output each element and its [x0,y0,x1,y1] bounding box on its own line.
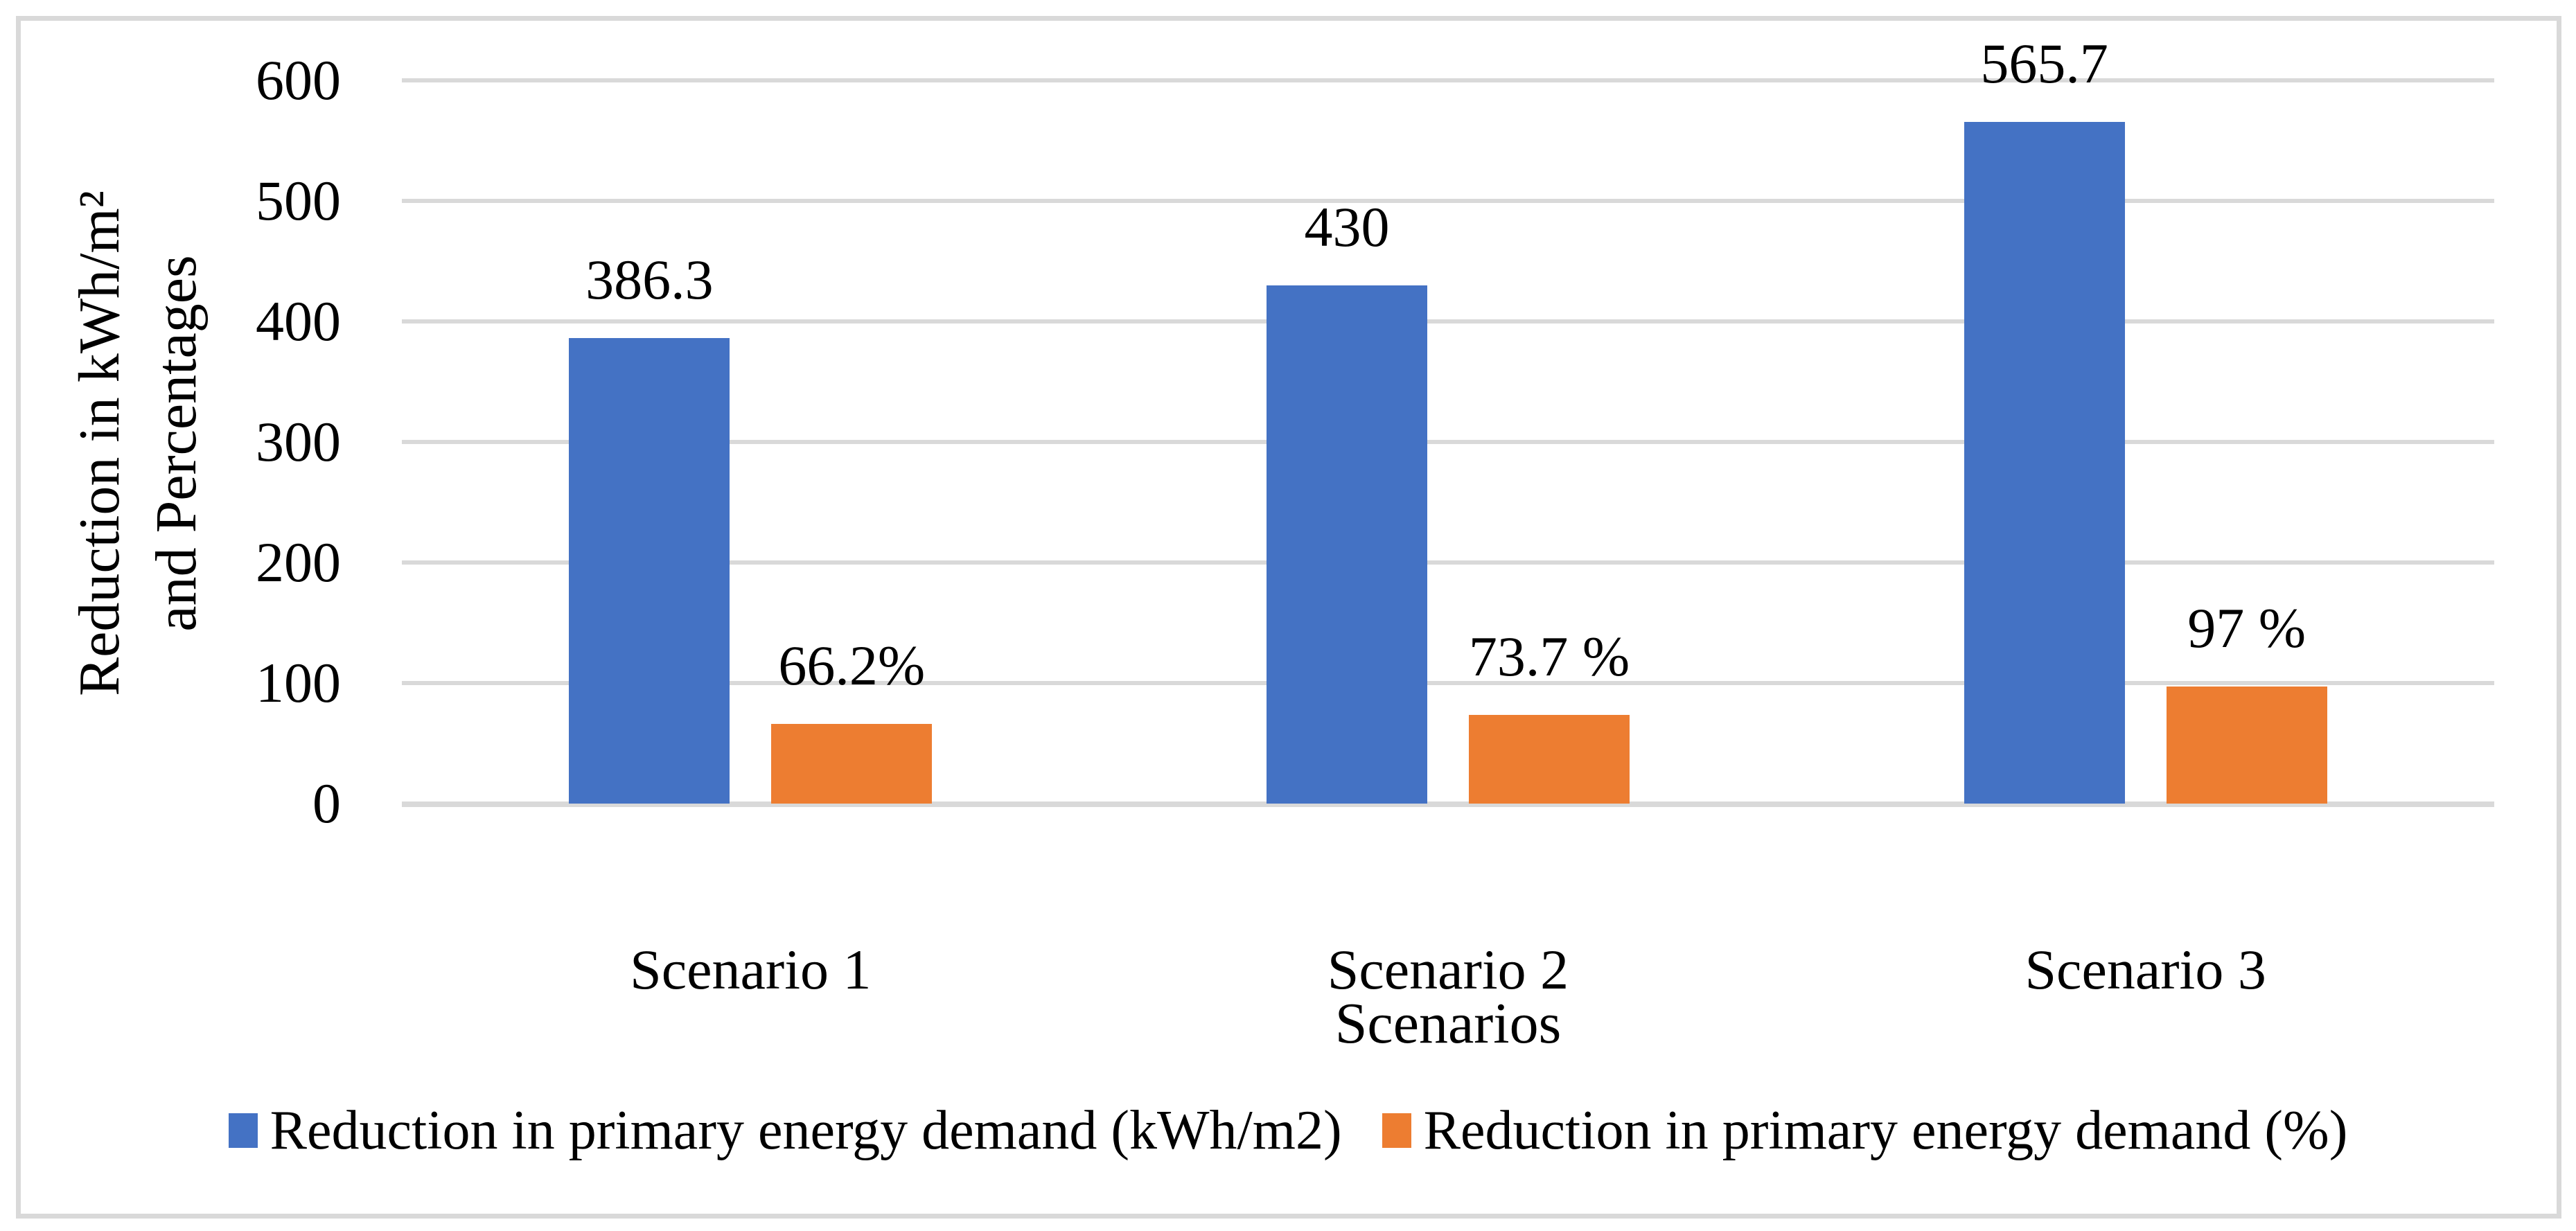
bar-percent-scenario-2 [1469,714,1630,804]
value-label-kwh-scenario-1: 386.3 [585,247,714,311]
value-label-kwh-scenario-2: 430 [1304,195,1390,258]
gridline-500 [402,199,2494,203]
gridline-300 [402,440,2494,444]
gridline-400 [402,319,2494,324]
bar-kwh-scenario-2 [1267,285,1427,804]
bar-percent-scenario-1 [771,723,933,804]
category-label-scenario-2: Scenario 2 [1327,938,1569,1001]
value-label-percent-scenario-1: 66.2% [778,633,926,697]
legend-swatch-blue [228,1113,258,1148]
chart-outer-frame [16,16,2561,1219]
gridline-0 [402,802,2494,807]
category-label-scenario-3: Scenario 3 [2024,938,2266,1001]
legend-label-percent: Reduction in primary energy demand (%) [1423,1100,2348,1161]
legend-swatch-orange [1382,1113,1411,1148]
y-axis-title-line1: Reduction in kWh/m² [67,191,132,696]
gridline-100 [402,681,2494,685]
legend-item-percent: Reduction in primary energy demand (%) [1382,1100,2348,1161]
bar-kwh-scenario-3 [1964,121,2125,804]
y-tick-label-300: 300 [256,410,341,473]
legend-item-kwh: Reduction in primary energy demand (kWh/… [228,1100,1342,1161]
value-label-kwh-scenario-3: 565.7 [1980,31,2108,95]
plot-area [402,78,2494,807]
gridline-600 [402,78,2494,82]
y-tick-label-0: 0 [312,772,341,835]
value-label-percent-scenario-3: 97 % [2187,596,2306,660]
legend-label-kwh: Reduction in primary energy demand (kWh/… [270,1100,1342,1161]
bar-percent-scenario-3 [2166,687,2327,804]
y-tick-label-500: 500 [256,169,341,232]
x-axis-title: Scenarios [1334,991,1562,1056]
category-label-scenario-1: Scenario 1 [630,938,872,1001]
legend: Reduction in primary energy demand (kWh/… [0,1100,2576,1161]
y-tick-label-400: 400 [256,290,341,353]
bar-kwh-scenario-1 [569,337,730,804]
y-tick-label-100: 100 [256,651,341,714]
gridline-200 [402,560,2494,565]
y-tick-label-200: 200 [256,531,341,594]
value-label-percent-scenario-2: 73.7 % [1468,624,1630,688]
y-tick-label-600: 600 [256,48,341,112]
